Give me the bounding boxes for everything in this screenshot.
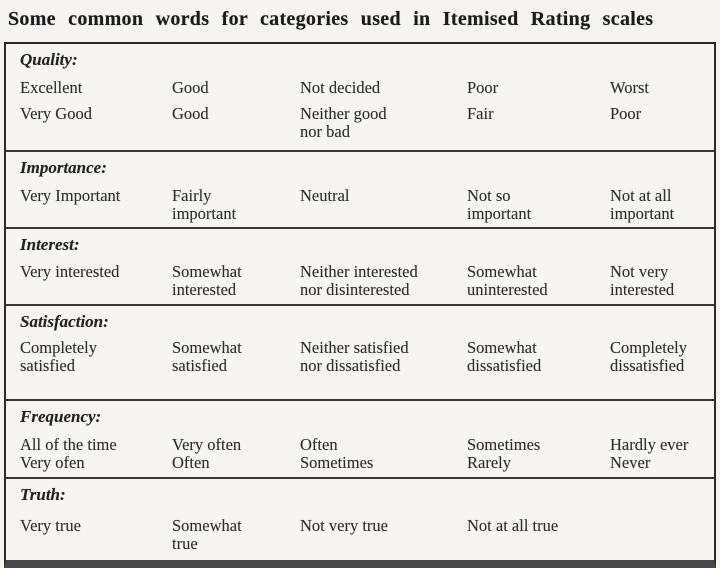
cell: Very true: [20, 516, 81, 535]
cell: Poor: [610, 104, 642, 123]
cell: Very ofen: [20, 453, 85, 472]
cell: Rarely: [467, 453, 511, 472]
cell: Poor: [467, 78, 499, 97]
section-label-satisfaction: Satisfaction:: [20, 312, 109, 331]
cell: Fairly important: [172, 186, 237, 223]
cell: Not so important: [467, 186, 532, 223]
cell: Sometimes: [300, 453, 374, 472]
cell: Somewhat true: [172, 516, 242, 553]
cell: Neutral: [300, 186, 350, 205]
table-row: Completely satisfied Somewhat satisfied …: [20, 339, 714, 375]
cell: Very Good: [20, 104, 92, 123]
section-satisfaction: Satisfaction: Completely satisfied Somew…: [6, 304, 714, 399]
cell: Neither interested nor disinterested: [300, 262, 418, 299]
cell: Neither satisfied nor dissatisfied: [300, 338, 409, 375]
cell: All of the time: [20, 435, 117, 454]
cell: Never: [610, 453, 651, 472]
cell: Not very interested: [610, 262, 675, 299]
cell: Good: [172, 78, 209, 97]
cell: Neither good nor bad: [300, 104, 387, 141]
table-row: Very Important Fairly important Neutral …: [20, 187, 714, 223]
cell: Not at all important: [610, 186, 675, 223]
cell: Not very true: [300, 516, 388, 535]
section-truth: Truth: Very true Somewhat true Not very …: [6, 477, 714, 560]
section-quality: Quality: Excellent Good Not decided Poor…: [6, 44, 714, 150]
table-row: Very Good Good Neither good nor bad Fair…: [20, 105, 714, 141]
table-row: Very interested Somewhat interested Neit…: [20, 263, 714, 299]
page-title: Some common words for categories used in…: [8, 8, 654, 30]
section-label-frequency: Frequency:: [20, 407, 102, 426]
table-row: Very ofen Often Sometimes Rarely Never: [20, 454, 714, 472]
table-row: Very true Somewhat true Not very true No…: [20, 517, 714, 553]
cell: Somewhat satisfied: [172, 338, 242, 375]
cell: Somewhat uninterested: [467, 262, 548, 299]
cell: Fair: [467, 104, 494, 123]
section-label-truth: Truth:: [20, 485, 66, 504]
cell: Hardly ever: [610, 435, 689, 454]
cell: Often: [172, 453, 210, 472]
cell: Somewhat dissatisfied: [467, 338, 542, 375]
cell: Very interested: [20, 262, 120, 281]
cell: Completely satisfied: [20, 338, 97, 375]
section-label-quality: Quality:: [20, 50, 78, 69]
section-frequency: Frequency: All of the time Very often Of…: [6, 399, 714, 477]
cell: Not at all true: [467, 516, 559, 535]
table-row: All of the time Very often Often Sometim…: [20, 436, 714, 454]
table-row: Excellent Good Not decided Poor Worst: [20, 79, 714, 97]
cell: Very Important: [20, 186, 121, 205]
cell: Very often: [172, 435, 242, 454]
section-importance: Importance: Very Important Fairly import…: [6, 150, 714, 227]
cell: Worst: [610, 78, 650, 97]
cell: Completely dissatisfied: [610, 338, 687, 375]
cell: Not decided: [300, 78, 381, 97]
rating-scales-table: Quality: Excellent Good Not decided Poor…: [4, 42, 716, 568]
section-label-importance: Importance:: [20, 158, 107, 177]
cell: Sometimes: [467, 435, 541, 454]
cell: Often: [300, 435, 338, 454]
cell: Excellent: [20, 78, 83, 97]
section-interest: Interest: Very interested Somewhat inter…: [6, 227, 714, 304]
cell: [610, 517, 714, 553]
section-label-interest: Interest:: [20, 235, 80, 254]
cell: Somewhat interested: [172, 262, 242, 299]
cell: Good: [172, 104, 209, 123]
